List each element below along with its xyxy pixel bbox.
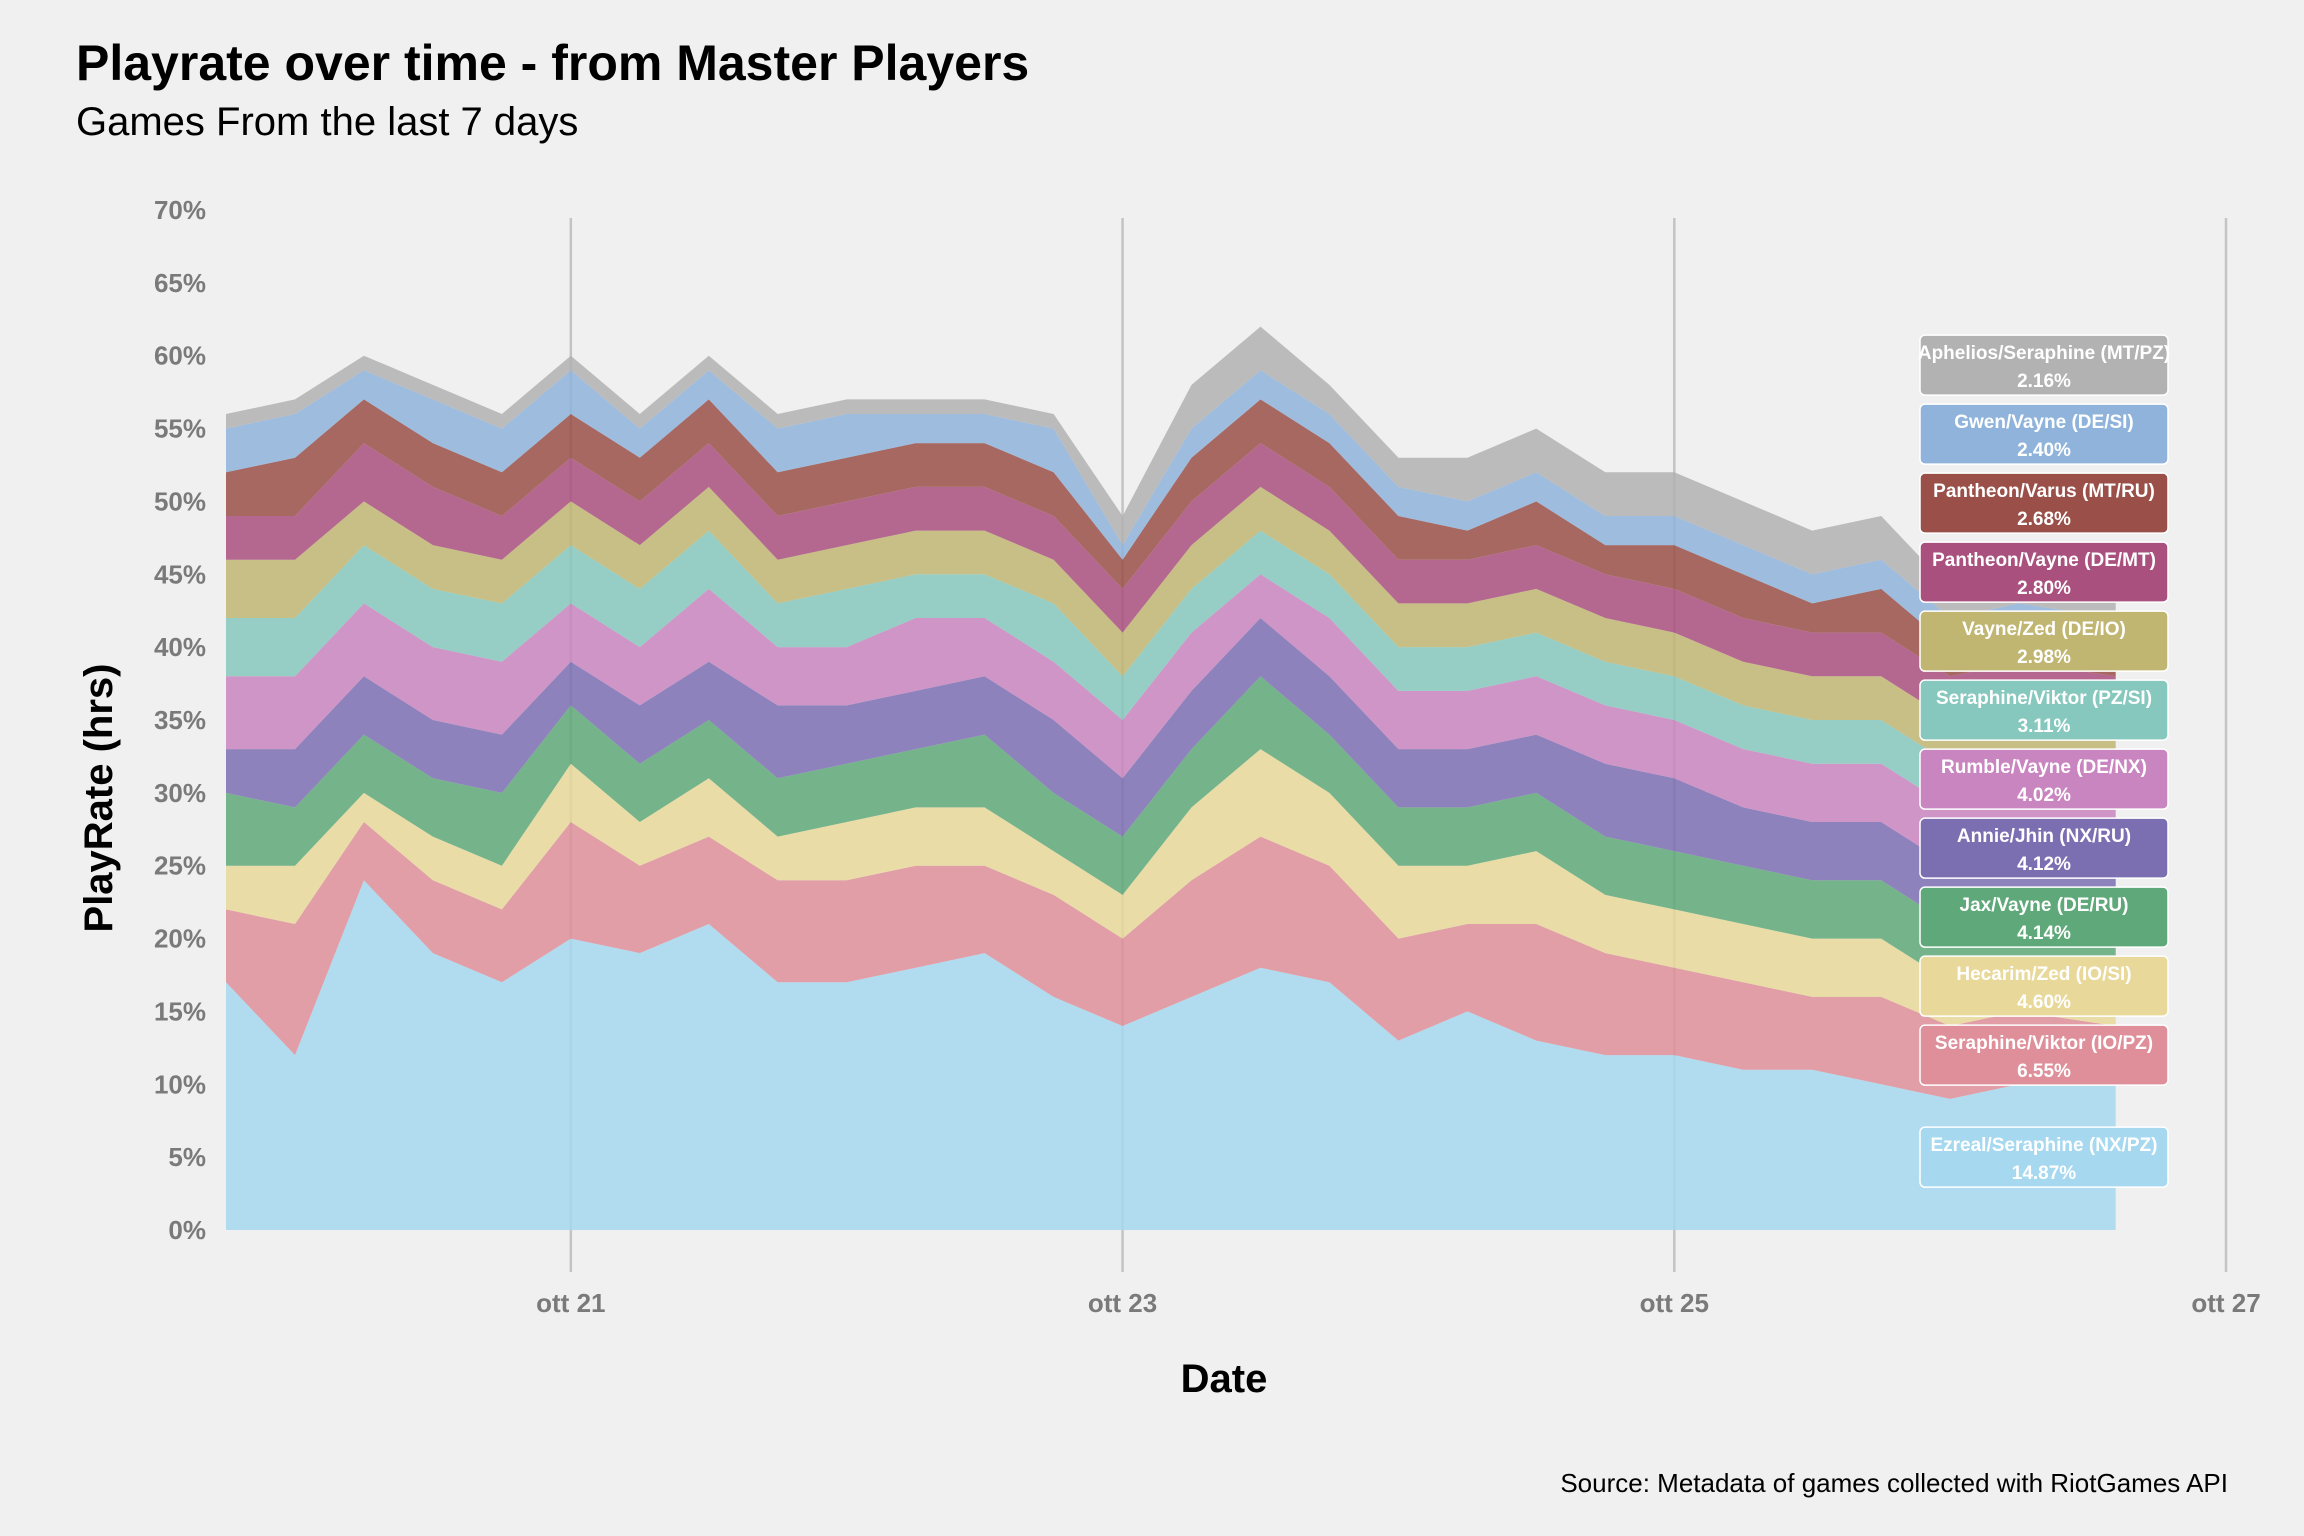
series-label-name-8: Pantheon/Vayne (DE/MT): [1932, 550, 2156, 571]
series-label-name-4: Annie/Jhin (NX/RU): [1957, 826, 2131, 847]
series-label-value-11: 2.16%: [2017, 371, 2071, 392]
series-label-name-3: Jax/Vayne (DE/RU): [1960, 895, 2129, 916]
series-label-7: Vayne/Zed (DE/IO) 2.98%: [1919, 610, 2169, 672]
y-tick-label-11: 55%: [154, 414, 206, 444]
series-area-5: [226, 574, 2116, 866]
series-label-box-6: [1919, 679, 2169, 741]
series-label-box-7: [1919, 610, 2169, 672]
series-label-0: Ezreal/Seraphine (NX/PZ) 14.87%: [1919, 1126, 2169, 1188]
x-tick-label-0: ott 21: [536, 1288, 605, 1318]
x-axis-ticks: ott 21 ott 23 ott 25 ott 27: [536, 1288, 2261, 1318]
series-label-name-9: Pantheon/Varus (MT/RU): [1933, 481, 2155, 502]
series-label-2: Hecarim/Zed (IO/SI) 4.60%: [1919, 955, 2169, 1017]
series-label-4: Annie/Jhin (NX/RU) 4.12%: [1919, 817, 2169, 879]
chart-title: Playrate over time - from Master Players: [76, 35, 1030, 91]
y-tick-label-1: 5%: [168, 1142, 206, 1172]
series-label-11: Aphelios/Seraphine (MT/PZ) 2.16%: [1918, 334, 2170, 396]
y-tick-label-0: 0%: [168, 1215, 206, 1245]
chart-caption: Source: Metadata of games collected with…: [1560, 1468, 2228, 1498]
series-label-10: Gwen/Vayne (DE/SI) 2.40%: [1919, 403, 2169, 465]
y-tick-label-8: 40%: [154, 632, 206, 662]
series-label-box-4: [1919, 817, 2169, 879]
series-labels: Ezreal/Seraphine (NX/PZ) 14.87% Seraphine/…: [1918, 334, 2170, 1188]
series-label-1: Seraphine/Viktor (IO/PZ) 6.55%: [1919, 1024, 2169, 1086]
y-tick-label-10: 50%: [154, 486, 206, 516]
series-area-0: [226, 880, 2116, 1230]
series-label-box-3: [1919, 886, 2169, 948]
x-tick-label-3: ott 27: [2191, 1288, 2260, 1318]
y-tick-label-2: 10%: [154, 1069, 206, 1099]
series-label-9: Pantheon/Varus (MT/RU) 2.68%: [1919, 472, 2169, 534]
series-label-box-1: [1919, 1024, 2169, 1086]
series-label-name-10: Gwen/Vayne (DE/SI): [1954, 412, 2134, 433]
y-axis-title: PlayRate (hrs): [77, 664, 121, 933]
y-tick-label-4: 20%: [154, 924, 206, 954]
y-tick-label-5: 25%: [154, 851, 206, 881]
y-tick-label-13: 65%: [154, 268, 206, 298]
series-label-box-0: [1919, 1126, 2169, 1188]
y-tick-label-12: 60%: [154, 341, 206, 371]
series-area-3: [226, 676, 2116, 983]
series-label-value-8: 2.80%: [2017, 578, 2071, 599]
y-tick-label-9: 45%: [154, 559, 206, 589]
chart-subtitle: Games From the last 7 days: [76, 100, 579, 144]
x-tick-label-1: ott 23: [1088, 1288, 1157, 1318]
series-label-name-6: Seraphine/Viktor (PZ/SI): [1936, 688, 2152, 709]
series-label-name-11: Aphelios/Seraphine (MT/PZ): [1918, 343, 2170, 364]
series-label-value-10: 2.40%: [2017, 440, 2071, 461]
series-label-name-0: Ezreal/Seraphine (NX/PZ): [1930, 1135, 2157, 1156]
y-axis-ticks: 0% 5% 10% 15% 20% 25% 30% 35% 40% 45% 50% 55% 60% 65%…: [154, 195, 206, 1245]
series-area-1: [226, 822, 2116, 1099]
series-label-6: Seraphine/Viktor (PZ/SI) 3.11%: [1919, 679, 2169, 741]
y-tick-label-3: 15%: [154, 996, 206, 1026]
series-label-value-2: 4.60%: [2017, 992, 2071, 1013]
series-label-box-9: [1919, 472, 2169, 534]
series-label-name-2: Hecarim/Zed (IO/SI): [1956, 964, 2131, 985]
series-label-value-1: 6.55%: [2017, 1061, 2071, 1082]
series-label-value-6: 3.11%: [2018, 716, 2071, 737]
y-tick-label-7: 35%: [154, 705, 206, 735]
y-tick-label-14: 70%: [154, 195, 206, 225]
series-label-name-7: Vayne/Zed (DE/IO): [1962, 619, 2126, 640]
series-label-box-8: [1919, 541, 2169, 603]
series-label-box-10: [1919, 403, 2169, 465]
series-label-value-9: 2.68%: [2017, 509, 2071, 530]
series-areas: [226, 326, 2116, 1230]
x-tick-label-2: ott 25: [1640, 1288, 1709, 1318]
series-area-2: [226, 749, 2116, 1026]
series-label-value-5: 4.02%: [2017, 785, 2071, 806]
series-label-box-5: [1919, 748, 2169, 810]
series-label-5: Rumble/Vayne (DE/NX) 4.02%: [1919, 748, 2169, 810]
series-label-box-2: [1919, 955, 2169, 1017]
series-label-value-7: 2.98%: [2017, 647, 2071, 668]
series-label-8: Pantheon/Vayne (DE/MT) 2.80%: [1919, 541, 2169, 603]
series-label-name-5: Rumble/Vayne (DE/NX): [1941, 757, 2147, 778]
series-area-4: [226, 618, 2116, 924]
series-label-value-3: 4.14%: [2017, 923, 2071, 944]
series-label-3: Jax/Vayne (DE/RU) 4.14%: [1919, 886, 2169, 948]
x-axis-title: Date: [1181, 1357, 1268, 1401]
series-label-value-4: 4.12%: [2017, 854, 2071, 875]
series-label-value-0: 14.87%: [2012, 1163, 2077, 1184]
series-label-name-1: Seraphine/Viktor (IO/PZ): [1935, 1033, 2153, 1054]
y-tick-label-6: 30%: [154, 778, 206, 808]
series-label-box-11: [1919, 334, 2169, 396]
